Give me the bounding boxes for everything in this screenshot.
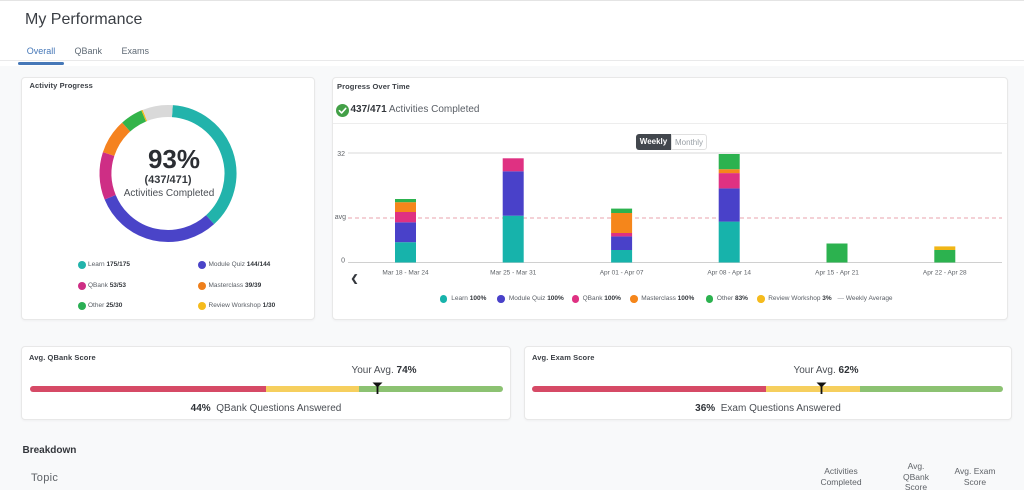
- svg-text:32: 32: [337, 151, 345, 158]
- svg-text:Apr 01 - Apr 07: Apr 01 - Apr 07: [600, 270, 644, 277]
- svg-text:Apr 15 - Apr 21: Apr 15 - Apr 21: [815, 270, 859, 277]
- svg-text:Apr 08 - Apr 14: Apr 08 - Apr 14: [707, 270, 751, 277]
- svg-text:avg: avg: [335, 214, 346, 221]
- svg-text:Mar 18 - Mar 24: Mar 18 - Mar 24: [382, 270, 429, 277]
- svg-text:0: 0: [341, 258, 345, 265]
- svg-text:❮: ❮: [351, 274, 359, 285]
- svg-text:Mar 25 - Mar 31: Mar 25 - Mar 31: [490, 270, 537, 277]
- svg-text:Apr 22 - Apr 28: Apr 22 - Apr 28: [923, 270, 967, 277]
